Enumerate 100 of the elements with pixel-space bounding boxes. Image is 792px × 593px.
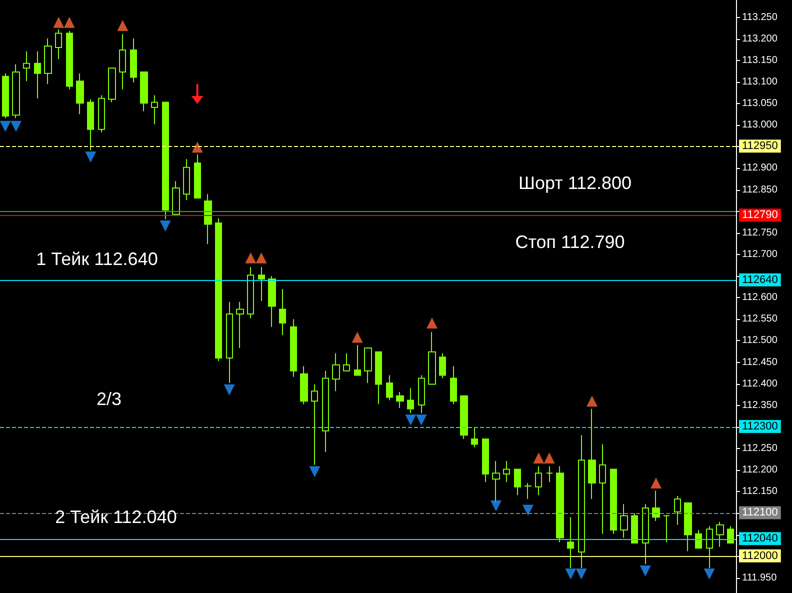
point <box>0 120 11 132</box>
candlestick <box>151 94 158 125</box>
candlestick <box>642 504 649 565</box>
candlestick <box>706 526 713 568</box>
point <box>426 318 438 329</box>
candlestick <box>204 194 212 245</box>
candlestick <box>279 288 286 336</box>
candlestick <box>578 434 585 568</box>
candlestick <box>524 482 532 500</box>
y-tick-label: 113.050 <box>742 98 778 110</box>
point <box>10 120 22 132</box>
candlestick <box>44 38 52 85</box>
candlestick <box>684 502 692 552</box>
point <box>53 16 64 28</box>
candlestick <box>407 388 414 414</box>
candlestick <box>663 515 670 543</box>
point <box>192 142 203 153</box>
candlestick <box>386 374 393 401</box>
ref-line-label: 112040 <box>742 532 778 545</box>
y-tick-label: 112.500 <box>742 335 778 346</box>
candlestick <box>322 370 329 452</box>
point <box>352 332 363 343</box>
y-tick-label: 112.550 <box>742 314 778 325</box>
y-tick-label: 113.150 <box>742 54 778 66</box>
candlestick <box>375 351 382 405</box>
point <box>522 504 534 516</box>
y-tick-label: 111.950 <box>742 572 778 584</box>
y-tick-label: 112.400 <box>742 378 778 390</box>
ref-line-label: 112950 <box>742 140 778 152</box>
point <box>64 16 75 28</box>
candlestick <box>396 392 404 408</box>
candlestick <box>268 276 276 328</box>
point <box>640 566 651 577</box>
candlestick <box>98 94 105 133</box>
candlestick <box>87 98 94 151</box>
candlestick <box>364 348 372 384</box>
candlestick <box>567 516 574 568</box>
candlestick <box>34 50 41 99</box>
point <box>576 568 587 580</box>
candlestick <box>599 444 606 534</box>
y-tick-label: 112.150 <box>742 486 778 498</box>
candlestick <box>236 301 244 349</box>
candlestick <box>588 408 596 500</box>
ref-line-label: 112640 <box>742 274 778 286</box>
candlestick <box>631 512 638 544</box>
candlestick <box>716 521 724 548</box>
candlestick <box>290 318 297 378</box>
candlestick <box>727 526 734 544</box>
ref-line-label: 112000 <box>742 550 778 562</box>
candlestick <box>343 352 350 372</box>
candlestick <box>535 466 542 496</box>
y-tick-label: 112.450 <box>742 356 778 368</box>
y-tick-label: 112.350 <box>742 400 778 411</box>
candlestick <box>652 490 660 522</box>
y-tick-label: 112.850 <box>742 184 778 196</box>
annotation: 2 Тейк 112.040 <box>55 507 177 527</box>
y-tick-label: 112.700 <box>742 248 778 260</box>
candlestick <box>514 468 521 496</box>
y-tick-label: 112.600 <box>742 292 778 304</box>
y-tick-label: 113.200 <box>742 33 778 44</box>
candlestick <box>428 332 436 385</box>
point <box>160 220 171 232</box>
candlestick <box>247 266 254 319</box>
candlestick <box>55 28 62 60</box>
candlestick <box>620 504 628 538</box>
candlestick <box>183 158 190 201</box>
candlestick <box>108 68 116 103</box>
candlestick <box>226 301 233 384</box>
candlestick <box>503 460 510 483</box>
y-tick-label: 113.000 <box>742 120 778 131</box>
candlestick <box>674 495 681 526</box>
candlestick <box>695 530 702 549</box>
y-tick-label: 113.100 <box>742 76 778 88</box>
candlestick <box>172 180 180 215</box>
candlestick <box>460 395 468 440</box>
annotation: 2/3 <box>96 389 122 409</box>
point <box>704 568 715 580</box>
candlestick <box>610 468 617 534</box>
ref-line-label: 112300 <box>742 420 778 432</box>
point <box>586 396 598 407</box>
point <box>650 478 662 489</box>
y-tick-label: 112.200 <box>742 464 778 476</box>
candlestick <box>471 426 478 448</box>
candlestick <box>332 352 340 392</box>
ref-line-label: 112790 <box>742 209 778 222</box>
annotation: 1 Тейк 112.640 <box>36 249 158 269</box>
point <box>309 466 320 478</box>
point <box>117 20 128 31</box>
candlestick <box>66 30 73 90</box>
point <box>85 151 96 162</box>
point <box>256 252 267 264</box>
candlestick <box>258 266 265 302</box>
point <box>224 384 235 396</box>
point <box>416 414 427 426</box>
y-tick-label: 113.250 <box>742 12 778 23</box>
point <box>565 568 576 580</box>
point <box>533 452 544 464</box>
annotation: Стоп 112.790 <box>515 232 625 252</box>
candlestick <box>76 72 84 115</box>
candlestick <box>140 72 148 112</box>
